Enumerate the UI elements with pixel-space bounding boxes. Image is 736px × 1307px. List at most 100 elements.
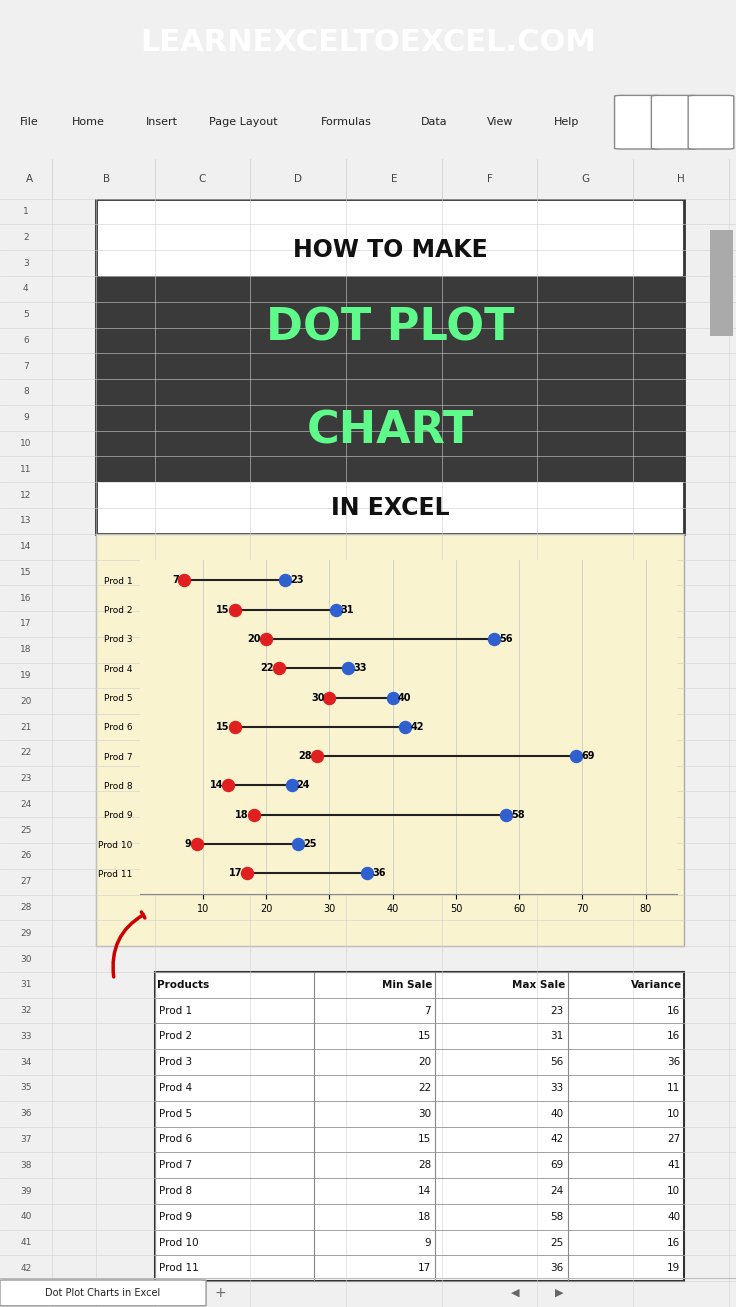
Point [330, 599, 342, 620]
Text: 20: 20 [418, 1057, 431, 1067]
Text: 11: 11 [20, 465, 32, 474]
Point [387, 687, 399, 708]
Text: 38: 38 [20, 1161, 32, 1170]
Text: 30: 30 [311, 693, 325, 703]
Text: Data: Data [421, 118, 447, 127]
Text: Prod 2: Prod 2 [159, 1031, 192, 1042]
Point [311, 746, 322, 767]
Text: 9: 9 [425, 1238, 431, 1248]
Text: 20: 20 [20, 697, 32, 706]
Text: ▶: ▶ [555, 1287, 564, 1298]
Text: H: H [677, 174, 684, 184]
Text: Prod 6: Prod 6 [159, 1134, 192, 1145]
Text: 28: 28 [418, 1161, 431, 1170]
Text: LEARNEXCELTOEXCEL.COM: LEARNEXCELTOEXCEL.COM [140, 27, 596, 58]
Point [273, 657, 285, 678]
Point [361, 863, 373, 884]
Text: F: F [486, 174, 492, 184]
Point [178, 570, 190, 591]
Text: 21: 21 [20, 723, 32, 732]
Text: 22: 22 [20, 749, 32, 757]
Bar [96, 276, 684, 482]
Text: Max Sale: Max Sale [512, 980, 565, 989]
Text: 14: 14 [20, 542, 32, 552]
FancyBboxPatch shape [615, 95, 660, 149]
Text: 19: 19 [20, 670, 32, 680]
Text: 36: 36 [667, 1057, 680, 1067]
Text: 15: 15 [216, 605, 230, 614]
Text: 29: 29 [20, 929, 32, 937]
Text: Prod 8: Prod 8 [159, 1185, 192, 1196]
Text: +: + [215, 1286, 227, 1299]
Text: 30: 30 [20, 954, 32, 963]
Text: 17: 17 [20, 620, 32, 629]
Text: 8: 8 [23, 387, 29, 396]
Text: File: File [20, 118, 39, 127]
Text: Insert: Insert [146, 118, 178, 127]
Text: 25: 25 [303, 839, 316, 850]
Text: 33: 33 [20, 1031, 32, 1040]
Text: G: G [581, 174, 590, 184]
Point [570, 746, 582, 767]
Point [229, 716, 241, 737]
Point [280, 570, 291, 591]
Text: C: C [199, 174, 206, 184]
Text: 23: 23 [290, 575, 304, 586]
Text: 40: 40 [667, 1212, 680, 1222]
Text: 10: 10 [667, 1185, 680, 1196]
Text: Dot Plot Charts in Excel: Dot Plot Charts in Excel [46, 1287, 160, 1298]
Point [342, 657, 354, 678]
Text: 9: 9 [185, 839, 191, 850]
Text: 23: 23 [20, 774, 32, 783]
Text: 14: 14 [210, 780, 223, 791]
Text: Page Layout: Page Layout [208, 118, 277, 127]
Text: 20: 20 [248, 634, 261, 644]
Text: 69: 69 [551, 1161, 564, 1170]
Text: 15: 15 [418, 1134, 431, 1145]
Text: 27: 27 [20, 877, 32, 886]
Text: 18: 18 [235, 810, 249, 819]
Text: 15: 15 [216, 721, 230, 732]
Text: HOW TO MAKE: HOW TO MAKE [293, 238, 487, 263]
Text: 31: 31 [341, 605, 354, 614]
Text: 56: 56 [551, 1057, 564, 1067]
Text: 7: 7 [425, 1005, 431, 1016]
Text: Home: Home [72, 118, 105, 127]
Point [292, 834, 304, 855]
Text: IN EXCEL: IN EXCEL [330, 495, 450, 520]
Text: 1: 1 [23, 207, 29, 216]
Text: 5: 5 [23, 310, 29, 319]
Point [222, 775, 234, 796]
Text: 9: 9 [23, 413, 29, 422]
Text: 15: 15 [20, 569, 32, 576]
Text: 40: 40 [397, 693, 411, 703]
Text: 58: 58 [512, 810, 526, 819]
Text: 33: 33 [551, 1084, 564, 1093]
Text: 22: 22 [261, 663, 274, 673]
Point [400, 716, 411, 737]
Text: 22: 22 [418, 1084, 431, 1093]
Text: 41: 41 [20, 1238, 32, 1247]
Text: Formulas: Formulas [320, 118, 372, 127]
Text: 12: 12 [20, 490, 32, 499]
Bar [96, 533, 684, 946]
Bar [710, 230, 733, 336]
FancyBboxPatch shape [688, 95, 734, 149]
FancyBboxPatch shape [0, 1280, 206, 1306]
Text: 58: 58 [551, 1212, 564, 1222]
Text: 11: 11 [667, 1084, 680, 1093]
Text: 4: 4 [23, 285, 29, 293]
Point [191, 834, 202, 855]
Text: 25: 25 [20, 826, 32, 835]
Text: D: D [294, 174, 302, 184]
Point [241, 863, 253, 884]
Text: 23: 23 [551, 1005, 564, 1016]
Text: 18: 18 [418, 1212, 431, 1222]
Text: 40: 40 [20, 1213, 32, 1221]
Text: 31: 31 [20, 980, 32, 989]
Text: 18: 18 [20, 646, 32, 655]
Text: 28: 28 [298, 752, 312, 761]
Bar [96, 199, 684, 533]
Point [324, 687, 336, 708]
Text: 3: 3 [23, 259, 29, 268]
